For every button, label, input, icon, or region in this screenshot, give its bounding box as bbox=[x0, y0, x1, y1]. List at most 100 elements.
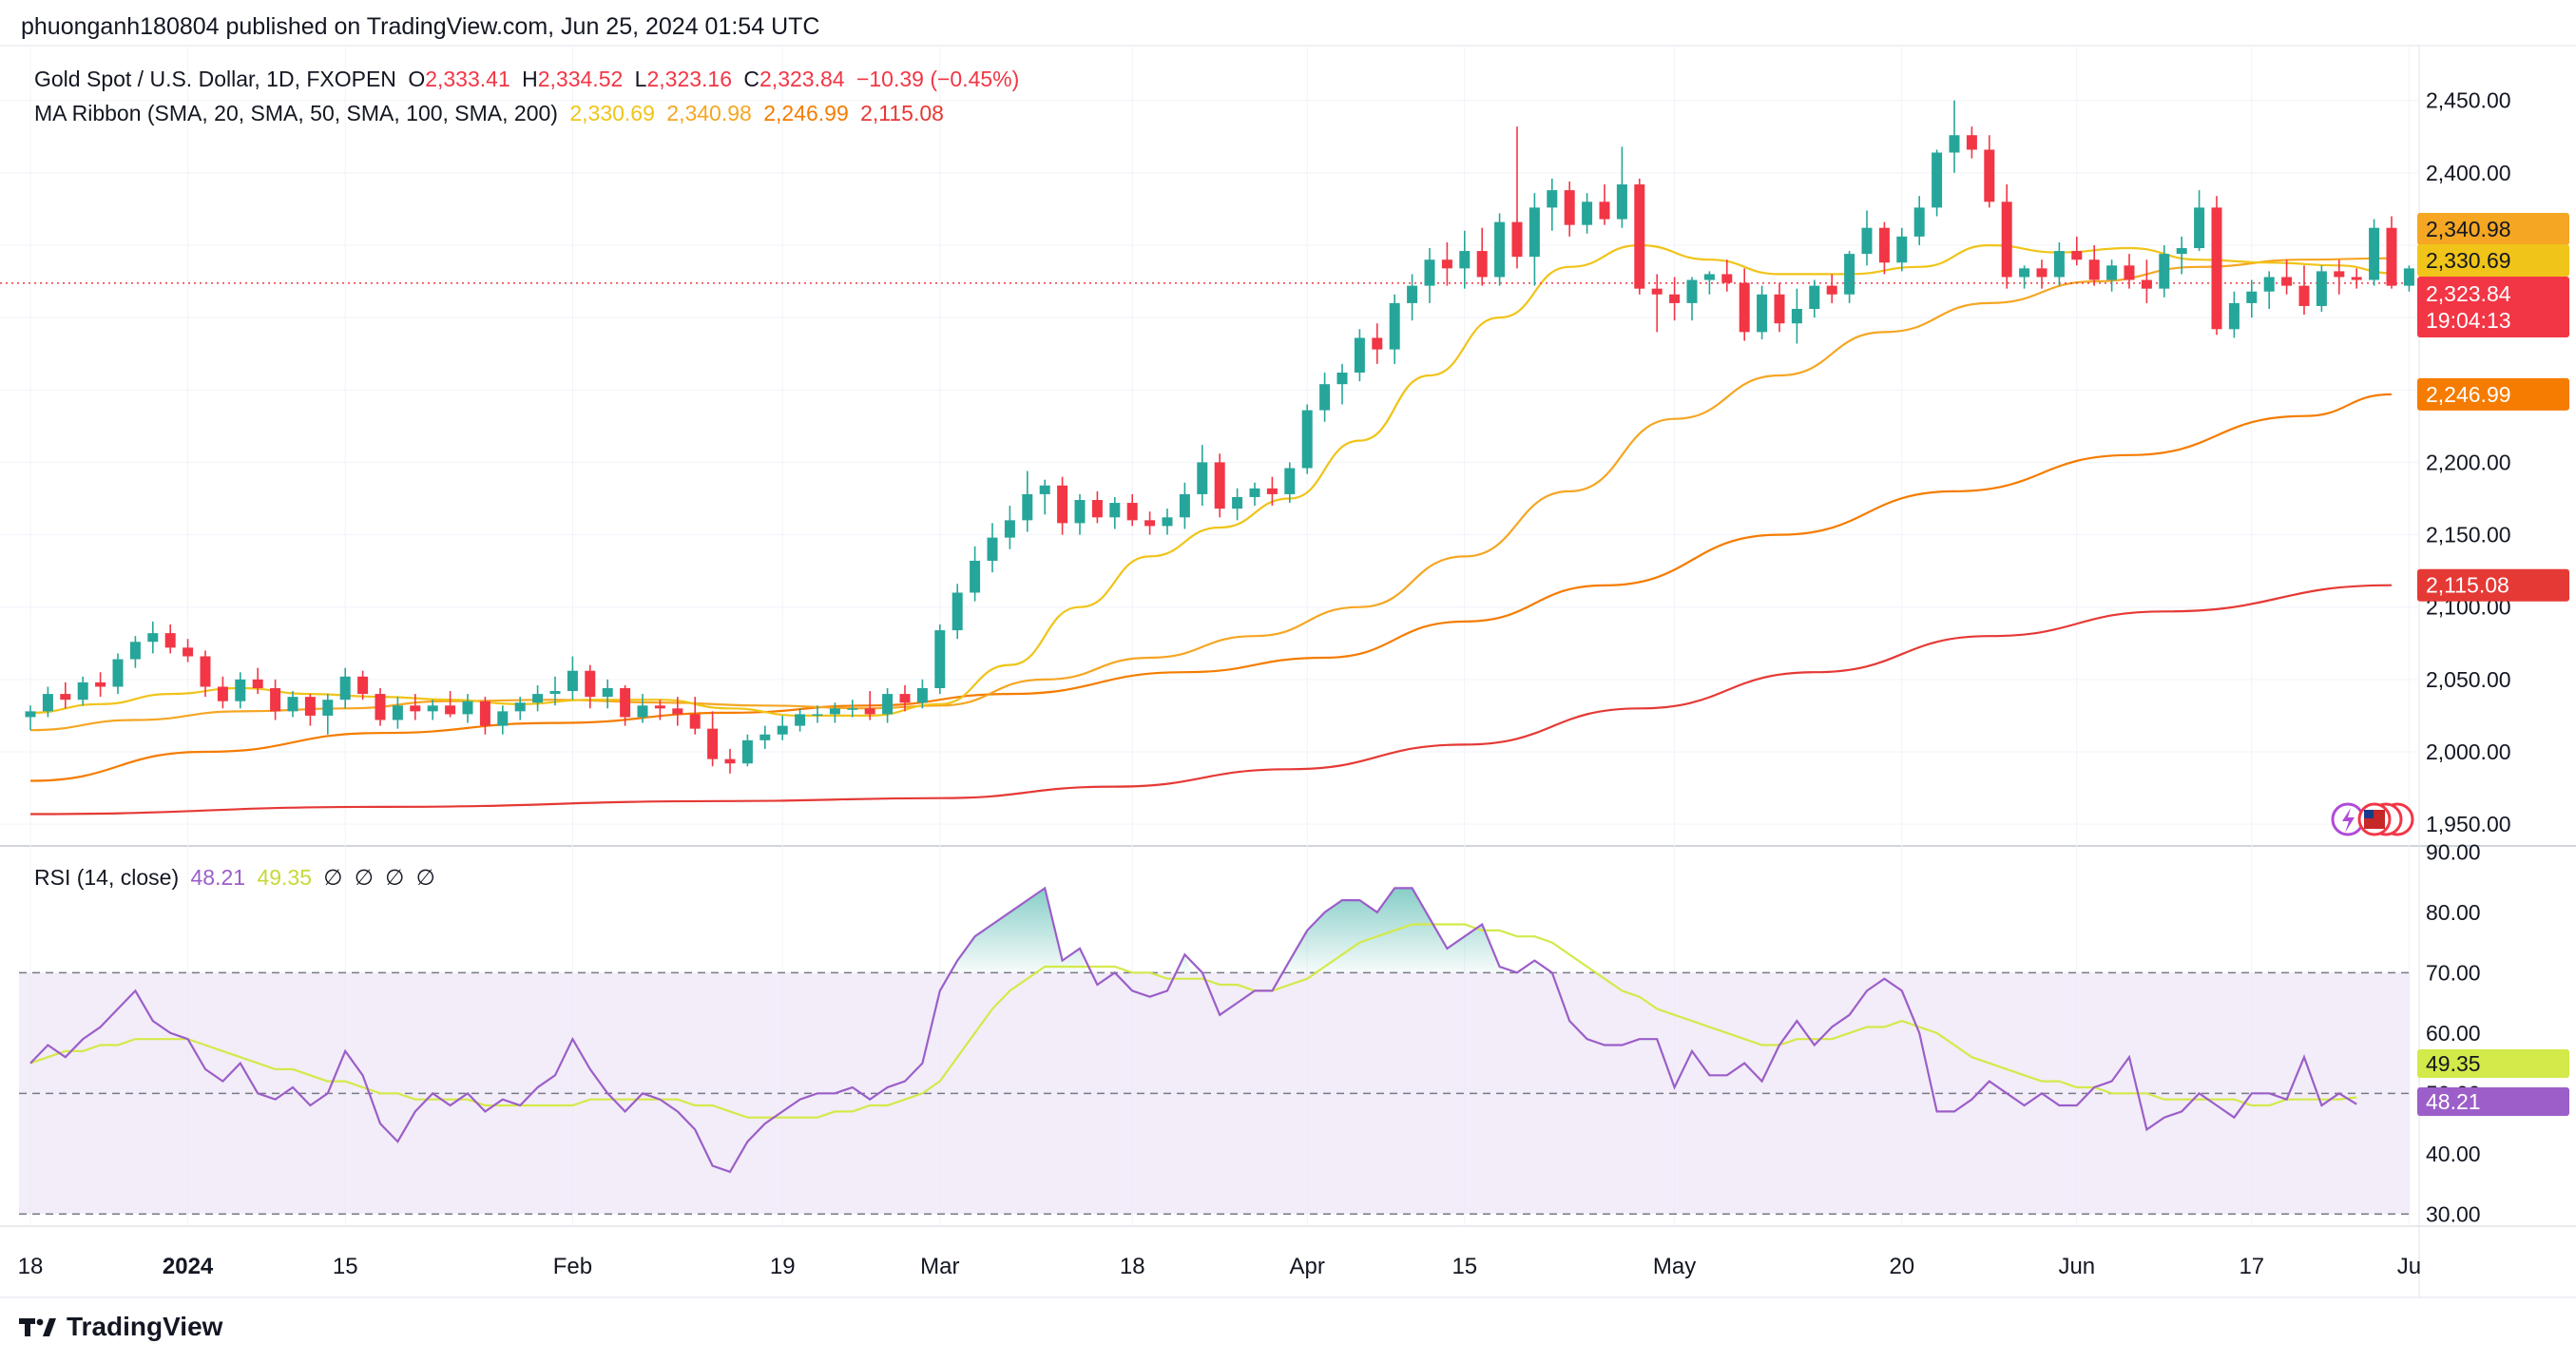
candle bbox=[549, 676, 561, 706]
candle-body bbox=[287, 697, 298, 712]
badge-label: 2,323.84 bbox=[2426, 281, 2511, 306]
candle-body bbox=[2386, 227, 2397, 286]
sma200-line bbox=[29, 584, 2393, 816]
candle bbox=[567, 656, 578, 701]
candle bbox=[777, 715, 788, 740]
badge-bg bbox=[2417, 568, 2569, 602]
candle-body bbox=[1791, 308, 1802, 324]
candle bbox=[602, 679, 613, 709]
badge-countdown: 19:04:13 bbox=[2426, 308, 2511, 333]
rsi-empty-3: ∅ bbox=[385, 865, 405, 890]
candle bbox=[1144, 511, 1156, 535]
candle-body bbox=[25, 711, 36, 718]
candle-body bbox=[549, 691, 561, 695]
candle bbox=[1424, 248, 1435, 303]
candle bbox=[270, 679, 281, 720]
candle-body bbox=[2106, 265, 2118, 280]
candle bbox=[1249, 482, 1260, 507]
candle bbox=[1634, 178, 1645, 295]
candle-body bbox=[2211, 207, 2222, 330]
candle-body bbox=[427, 705, 438, 712]
candle bbox=[1564, 181, 1575, 237]
price-tick-label: 1,950.00 bbox=[2426, 812, 2511, 836]
candle-body bbox=[375, 694, 386, 720]
rsi-tick-label: 80.00 bbox=[2426, 900, 2481, 925]
candle bbox=[2124, 254, 2135, 289]
candle bbox=[620, 684, 631, 726]
candle-body bbox=[882, 694, 894, 715]
candle-body bbox=[1616, 184, 1627, 220]
candle bbox=[1319, 373, 1331, 422]
candle-body bbox=[829, 708, 840, 715]
candle bbox=[252, 667, 263, 695]
ma-ribbon bbox=[0, 243, 2419, 816]
candle-body bbox=[1372, 337, 1383, 350]
candle-body bbox=[1162, 517, 1173, 527]
candle-body bbox=[60, 694, 71, 701]
candle-body bbox=[1528, 207, 1540, 258]
ma-legend: MA Ribbon (SMA, 20, SMA, 50, SMA, 100, S… bbox=[34, 101, 950, 126]
candle bbox=[847, 700, 858, 718]
candle-body bbox=[445, 705, 456, 715]
candle bbox=[357, 670, 369, 701]
candle-body bbox=[934, 630, 946, 688]
candle bbox=[1459, 230, 1471, 289]
badge-bg bbox=[2417, 377, 2569, 411]
candle-body bbox=[147, 633, 159, 643]
candle-body bbox=[812, 714, 823, 716]
candle-body bbox=[2298, 285, 2310, 306]
badge-label: 49.35 bbox=[2426, 1051, 2481, 1076]
candle-body bbox=[95, 682, 106, 687]
badge-label: 2,330.69 bbox=[2426, 248, 2511, 273]
candle-body bbox=[1511, 221, 1523, 258]
candle bbox=[1984, 135, 1995, 208]
candle bbox=[339, 667, 351, 709]
symbol-label: Gold Spot / U.S. Dollar, 1D, FXOPEN bbox=[34, 67, 396, 91]
candle-body bbox=[1249, 488, 1260, 497]
price-tick-label: 2,200.00 bbox=[2426, 450, 2511, 474]
candle-body bbox=[1232, 496, 1243, 509]
candle bbox=[2036, 259, 2047, 289]
candle-body bbox=[1266, 488, 1278, 494]
candle-body bbox=[392, 705, 403, 720]
candle bbox=[2369, 219, 2380, 286]
candle bbox=[427, 700, 438, 720]
candle bbox=[1844, 251, 1855, 303]
candle-body bbox=[637, 705, 648, 718]
sma20-line bbox=[29, 243, 2393, 718]
axis-badge: 2,330.69 bbox=[2417, 244, 2569, 277]
candle-body bbox=[1126, 503, 1138, 521]
sma50-value: 2,340.98 bbox=[666, 101, 752, 125]
badge-bg bbox=[2417, 244, 2569, 277]
candle-body bbox=[1039, 485, 1050, 494]
time-tick-label: Apr bbox=[1290, 1254, 1325, 1279]
candle bbox=[2316, 265, 2327, 313]
candle bbox=[1547, 178, 1558, 231]
candle bbox=[514, 697, 526, 720]
candle-body bbox=[2246, 291, 2258, 303]
rsi-tick-label: 30.00 bbox=[2426, 1201, 2481, 1226]
change-value: −10.39 (−0.45%) bbox=[855, 67, 1020, 91]
candle bbox=[795, 708, 806, 732]
candle-body bbox=[2316, 271, 2327, 306]
candle bbox=[164, 624, 176, 654]
candle bbox=[497, 705, 509, 735]
candle bbox=[2053, 241, 2065, 286]
candle-body bbox=[1022, 493, 1033, 521]
candle-body bbox=[2141, 279, 2152, 289]
candle-body bbox=[1564, 190, 1575, 225]
candle-body bbox=[847, 708, 858, 710]
close-label: C bbox=[743, 67, 760, 91]
candle-body bbox=[235, 679, 246, 701]
badge-label: 2,246.99 bbox=[2426, 382, 2511, 407]
candle-body bbox=[1809, 285, 1820, 309]
price-tick-label: 2,150.00 bbox=[2426, 523, 2511, 547]
candle-body bbox=[916, 688, 928, 703]
candle-body bbox=[1424, 259, 1435, 286]
candle-body bbox=[899, 694, 911, 703]
candle-body bbox=[1319, 384, 1331, 411]
close-value: 2,323.84 bbox=[759, 67, 845, 91]
candle bbox=[235, 672, 246, 709]
